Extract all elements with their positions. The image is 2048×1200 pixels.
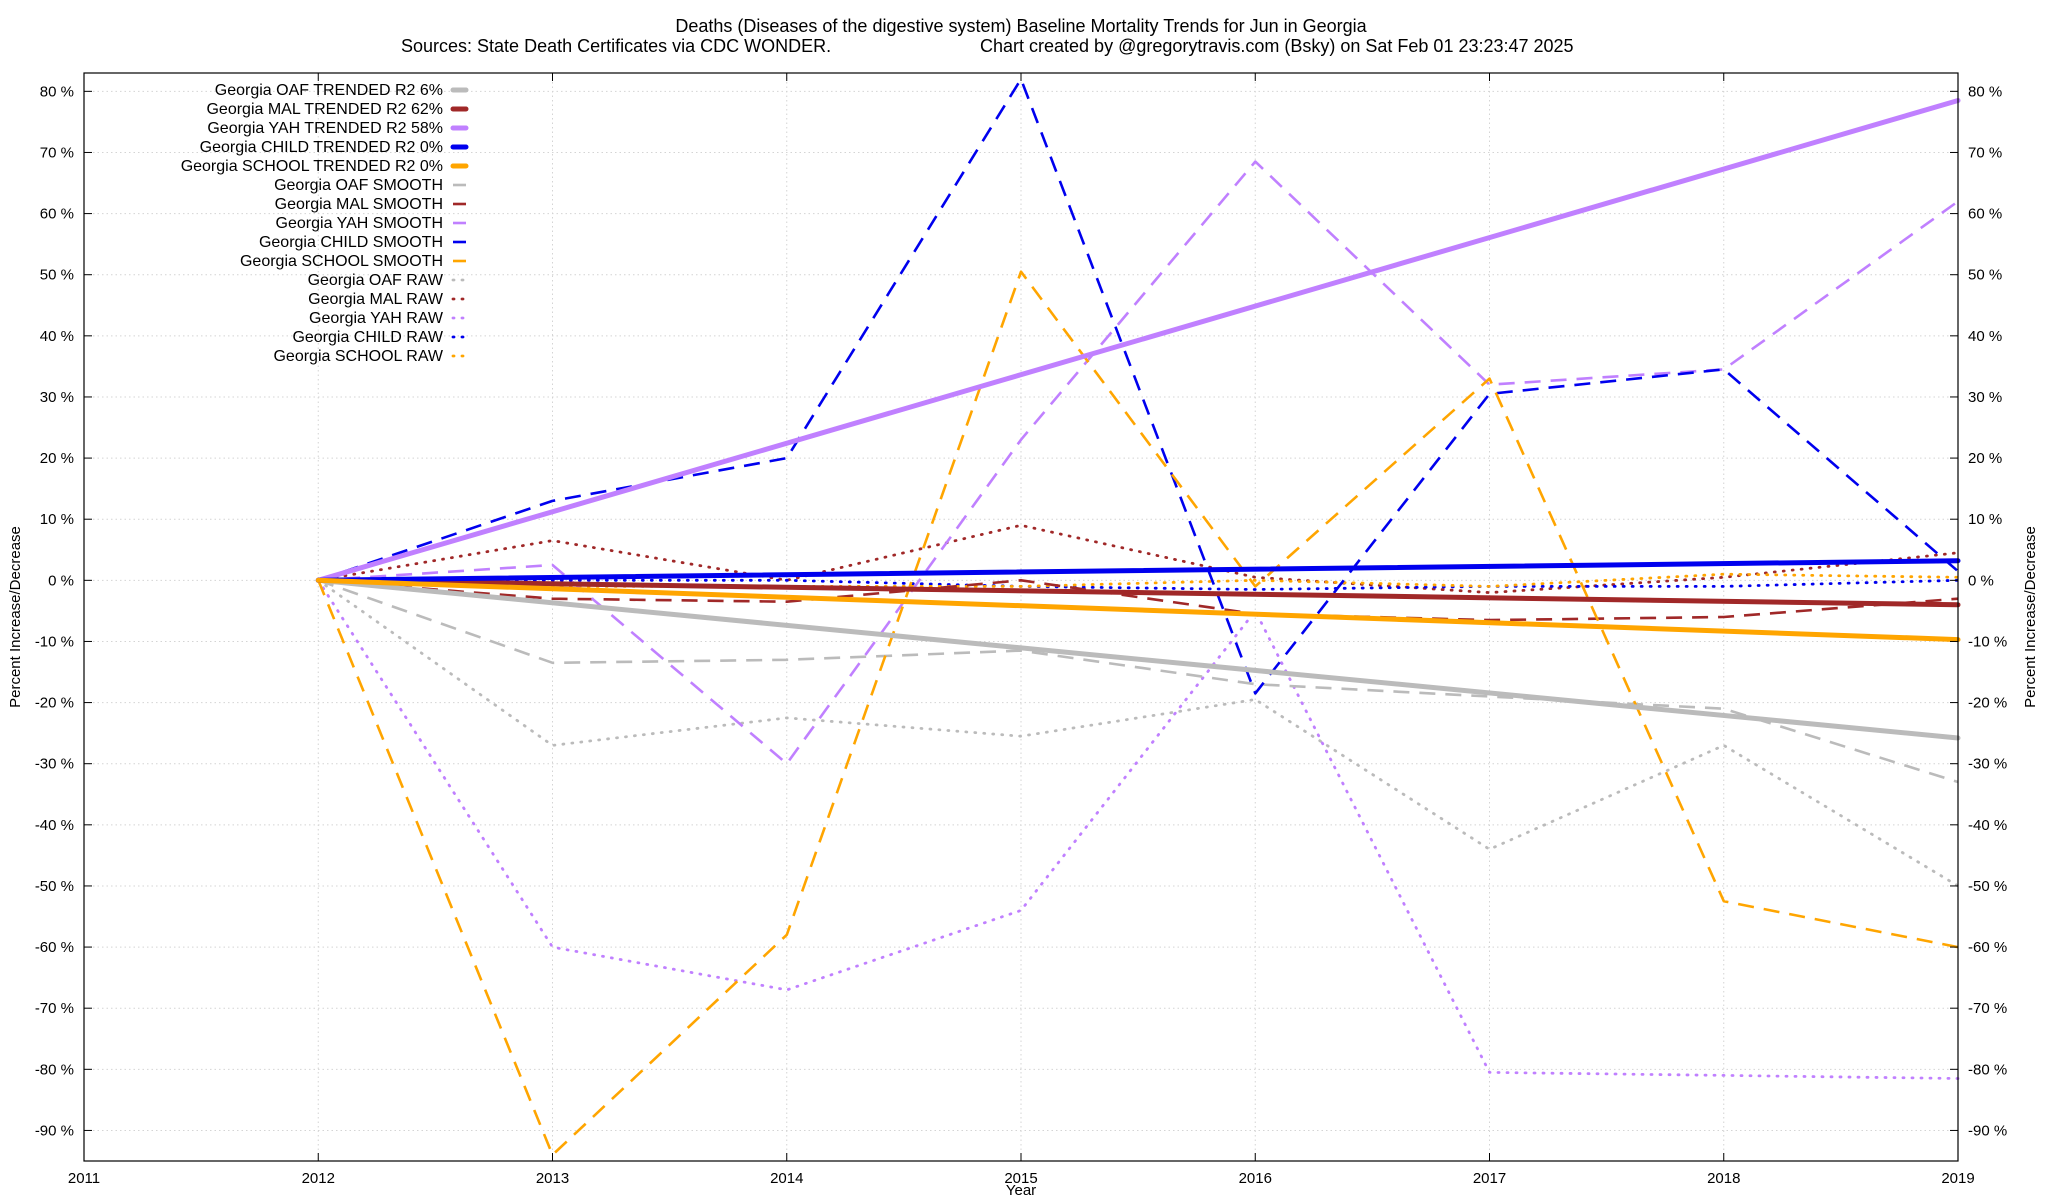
y-tick-label-right: -40 % [1968, 817, 2007, 834]
legend-label: Georgia SCHOOL RAW [273, 348, 443, 365]
x-tick-label: 2012 [302, 1170, 335, 1187]
legend: Georgia OAF TRENDED R2 6% Georgia MAL TRE… [181, 82, 469, 365]
legend-label: Georgia YAH RAW [309, 310, 444, 327]
legend-label: Georgia CHILD RAW [292, 329, 443, 346]
y-tick-label-left: -90 % [35, 1122, 74, 1139]
chart-title: Deaths (Diseases of the digestive system… [675, 16, 1367, 36]
x-tick-label: 2017 [1473, 1170, 1506, 1187]
y-tick-label-left: -30 % [35, 756, 74, 773]
y-tick-label-left: -60 % [35, 939, 74, 956]
x-tick-label: 2016 [1239, 1170, 1272, 1187]
y-tick-label-left: -10 % [35, 633, 74, 650]
chart-subtitle-credit: Chart created by @gregorytravis.com (Bsk… [980, 36, 1574, 56]
y-tick-label-right: 30 % [1968, 389, 2002, 406]
y-tick-label-right: -50 % [1968, 878, 2007, 895]
legend-label: Georgia CHILD TRENDED R2 0% [200, 139, 443, 156]
series-line-georgia-mal-raw [316, 523, 1960, 594]
y-axis-title-left: Percent Increase/Decrease [7, 526, 24, 708]
legend-label: Georgia OAF TRENDED R2 6% [215, 82, 443, 99]
y-tick-label-right: 40 % [1968, 328, 2002, 345]
series-line-georgia-child-trended-r2-0 [315, 558, 1961, 583]
y-tick-label-left: 60 % [40, 206, 74, 223]
y-tick-label-left: 10 % [40, 511, 74, 528]
y-tick-label-right: -70 % [1968, 1000, 2007, 1017]
x-tick-label: 2015 [1004, 1170, 1037, 1187]
legend-label: Georgia MAL SMOOTH [275, 196, 443, 213]
x-tick-label: 2011 [68, 1170, 100, 1187]
legend-label: Georgia CHILD SMOOTH [259, 234, 443, 251]
legend-label: Georgia OAF SMOOTH [274, 177, 443, 194]
x-tick-label: 2018 [1707, 1170, 1740, 1187]
y-tick-label-right: 50 % [1968, 267, 2002, 284]
x-axis-title: Year [1006, 1182, 1036, 1199]
y-tick-label-left: 20 % [40, 450, 74, 467]
y-tick-label-right: -20 % [1968, 695, 2007, 712]
x-tick-label: 2019 [1941, 1170, 1974, 1187]
legend-label: Georgia YAH SMOOTH [276, 215, 443, 232]
y-tick-label-left: 50 % [40, 267, 74, 284]
legend-label: Georgia SCHOOL SMOOTH [240, 253, 443, 270]
legend-label: Georgia OAF RAW [308, 272, 444, 289]
y-tick-label-left: -20 % [35, 695, 74, 712]
y-axis-title-right: Percent Increase/Decrease [2022, 526, 2039, 708]
y-tick-label-left: -40 % [35, 817, 74, 834]
y-tick-label-right: 60 % [1968, 206, 2002, 223]
y-tick-label-right: -80 % [1968, 1061, 2007, 1078]
y-tick-label-left: 0 % [48, 572, 74, 589]
x-tick-label: 2014 [770, 1170, 803, 1187]
y-tick-label-left: 40 % [40, 328, 74, 345]
series-line-georgia-oaf-smooth [317, 579, 1959, 784]
legend-label: Georgia MAL TRENDED R2 62% [206, 101, 443, 118]
y-tick-label-right: 20 % [1968, 450, 2002, 467]
legend-label: Georgia SCHOOL TRENDED R2 0% [181, 158, 443, 175]
series-line-georgia-yah-trended-r2-58 [315, 98, 1961, 583]
series-line-georgia-school-trended-r2-0 [315, 577, 1961, 643]
y-tick-label-right: 10 % [1968, 511, 2002, 528]
y-tick-label-left: -70 % [35, 1000, 74, 1017]
y-tick-label-right: -90 % [1968, 1122, 2007, 1139]
legend-label: Georgia MAL RAW [308, 291, 444, 308]
y-tick-label-left: 80 % [40, 83, 74, 100]
series-line-georgia-yah-smooth [318, 160, 1959, 766]
y-tick-label-left: -80 % [35, 1061, 74, 1078]
plot-series [315, 77, 1961, 1157]
x-tick-label: 2013 [536, 1170, 569, 1187]
y-tick-label-left: 30 % [40, 389, 74, 406]
y-tick-label-right: 0 % [1968, 572, 1994, 589]
series-line-georgia-mal-trended-r2-62 [315, 577, 1961, 608]
series-line-georgia-oaf-trended-r2-6 [315, 577, 1961, 741]
series-line-georgia-child-smooth [317, 77, 1959, 695]
y-tick-label-right: -30 % [1968, 756, 2007, 773]
series-line-georgia-child-raw [316, 578, 1960, 591]
series-line-georgia-school-raw [316, 572, 1960, 588]
series-line-georgia-oaf-raw [316, 578, 1960, 888]
legend-label: Georgia YAH TRENDED R2 58% [207, 120, 443, 137]
y-tick-label-right: -10 % [1968, 633, 2007, 650]
axis-ticks: 80 % 80 % 70 % 70 % 60 % 60 % 50 % 50 % 40 % 40 %… [35, 73, 2007, 1187]
y-tick-label-left: 70 % [40, 144, 74, 161]
y-tick-label-right: 80 % [1968, 83, 2002, 100]
y-tick-label-left: -50 % [35, 878, 74, 895]
y-tick-label-right: 70 % [1968, 144, 2002, 161]
y-tick-label-right: -60 % [1968, 939, 2007, 956]
chart-subtitle-sources: Sources: State Death Certificates via CD… [401, 36, 831, 56]
